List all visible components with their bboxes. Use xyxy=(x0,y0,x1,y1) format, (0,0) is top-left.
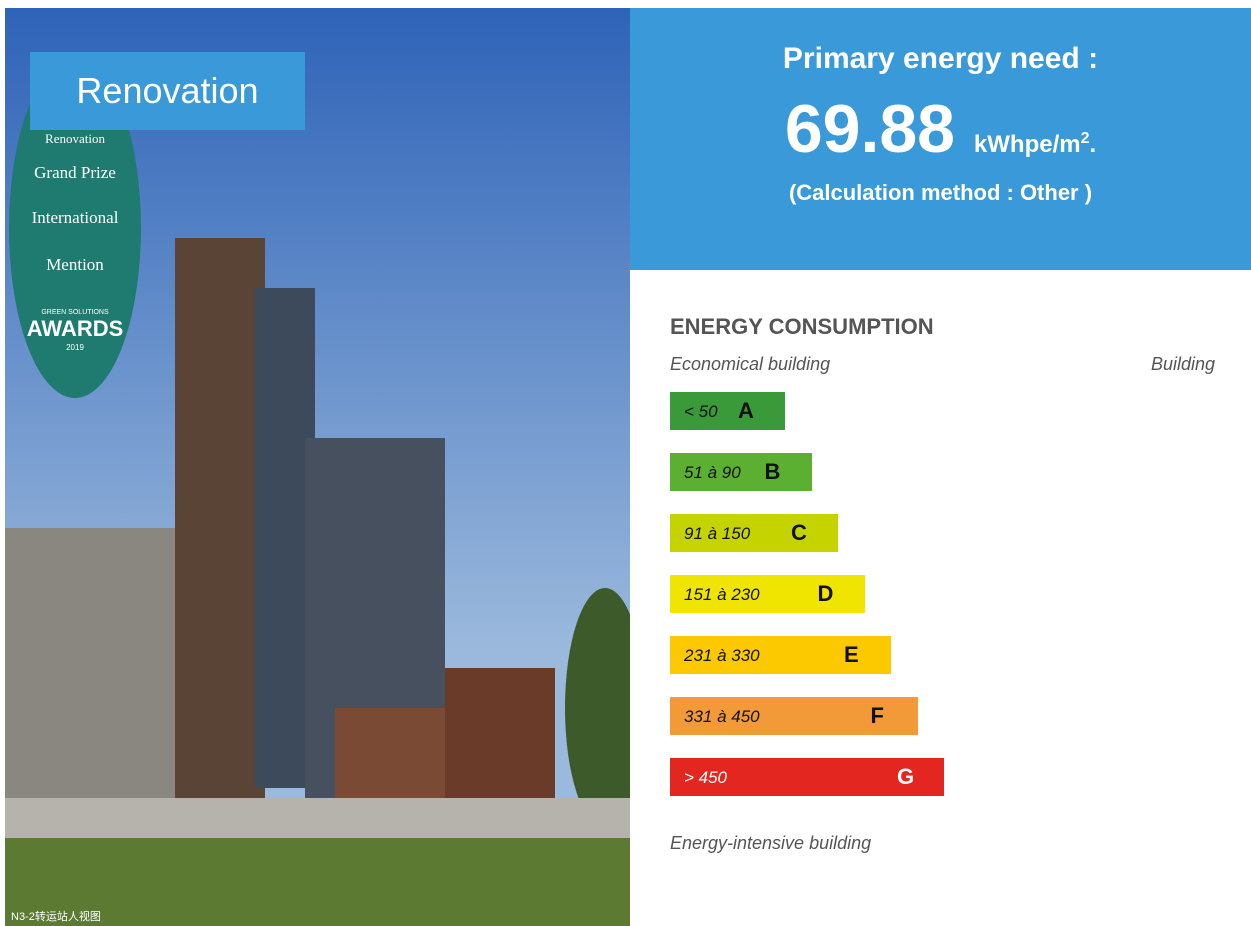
class-letter: F xyxy=(871,703,884,729)
energy-panel: ENERGY CONSUMPTION Economical building Bu… xyxy=(670,314,1215,375)
scale-low: Economical building xyxy=(670,354,830,375)
building-photo: Renovation Grand Prize International Men… xyxy=(5,8,630,926)
class-letter: B xyxy=(765,459,781,485)
category-tag: Renovation xyxy=(30,52,305,130)
photo-caption: N3-2转运站人视图 xyxy=(11,909,101,923)
need-unit: kWhpe/m2. xyxy=(974,131,1096,158)
unit-end: . xyxy=(1090,131,1097,158)
class-range: 231 à 330 xyxy=(684,646,760,666)
energy-classes: < 50 A 51 à 90 B 91 à 150 C 151 à 230 D 231 à 33… xyxy=(670,392,970,812)
energy-class-bar: 91 à 150 C xyxy=(670,514,838,552)
page: Renovation Grand Prize International Men… xyxy=(0,0,1251,926)
need-value: 69.88 xyxy=(785,91,955,167)
class-range: < 50 xyxy=(684,402,718,422)
class-range: 151 à 230 xyxy=(684,585,760,605)
badge-line: International xyxy=(32,208,119,227)
energy-need-box: Primary energy need : 69.88 kWhpe/m2. (C… xyxy=(630,8,1251,270)
badge-line: Mention xyxy=(46,255,104,274)
class-letter: A xyxy=(738,398,754,424)
unit-exponent: 2 xyxy=(1081,130,1090,147)
badge-line: Grand Prize xyxy=(34,163,116,182)
badge-line: AWARDS xyxy=(27,316,124,341)
class-range: > 450 xyxy=(684,768,727,788)
class-range: 51 à 90 xyxy=(684,463,741,483)
badge-line: GREEN SOLUTIONS xyxy=(41,309,109,316)
energy-class-bar: < 50 A xyxy=(670,392,785,430)
class-letter: C xyxy=(791,520,807,546)
energy-class-bar: 51 à 90 B xyxy=(670,453,812,491)
class-letter: E xyxy=(844,642,859,668)
energy-class-bar: 231 à 330 E xyxy=(670,636,891,674)
class-range: 331 à 450 xyxy=(684,707,760,727)
class-letter: D xyxy=(818,581,834,607)
unit-base: kWhpe/m xyxy=(974,131,1081,158)
scale-labels: Economical building Building xyxy=(670,354,1215,375)
need-title: Primary energy need : xyxy=(630,42,1251,76)
need-method: (Calculation method : Other ) xyxy=(630,180,1251,206)
need-value-line: 69.88 kWhpe/m2. xyxy=(630,90,1251,168)
energy-heading: ENERGY CONSUMPTION xyxy=(670,314,1215,340)
energy-class-bar: > 450 G xyxy=(670,758,944,796)
class-range: 91 à 150 xyxy=(684,524,750,544)
class-letter: G xyxy=(897,764,914,790)
scale-high: Building xyxy=(1151,354,1215,375)
energy-class-bar: 151 à 230 D xyxy=(670,575,865,613)
energy-footer: Energy-intensive building xyxy=(670,833,871,854)
badge-line: Renovation xyxy=(45,131,105,146)
badge-line: 2019 xyxy=(66,343,84,352)
energy-class-bar: 331 à 450 F xyxy=(670,697,918,735)
